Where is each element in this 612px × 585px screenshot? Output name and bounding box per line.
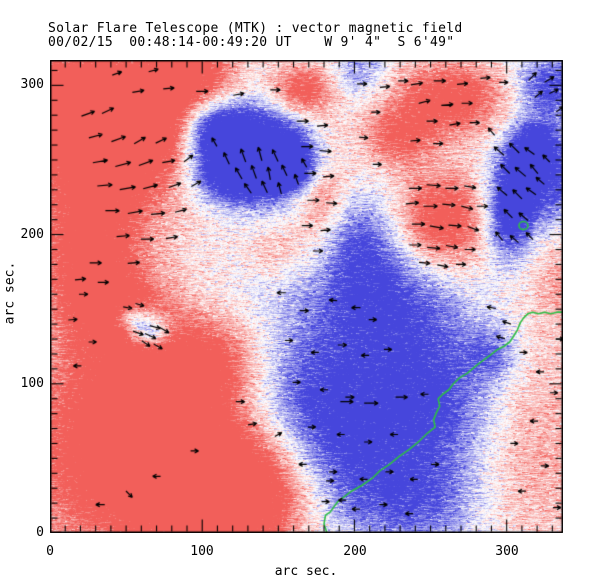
magnetogram-canvas: [50, 60, 563, 533]
x-tick-label-100: 100: [190, 544, 214, 559]
chart-subtitle: 00/02/15 00:48:14-00:49:20 UT W 9' 4" S …: [48, 35, 455, 50]
x-axis-label: arc sec.: [274, 564, 338, 579]
y-tick-label-200: 200: [20, 227, 44, 242]
x-tick-label-0: 0: [46, 544, 54, 559]
y-tick-label-300: 300: [20, 77, 44, 92]
x-tick-label-200: 200: [343, 544, 367, 559]
chart-title: Solar Flare Telescope (MTK) : vector mag…: [48, 21, 463, 36]
x-tick-label-300: 300: [495, 544, 519, 559]
y-tick-label-0: 0: [36, 525, 44, 540]
y-axis-label: arc sec.: [2, 261, 18, 325]
y-tick-label-100: 100: [20, 376, 44, 391]
